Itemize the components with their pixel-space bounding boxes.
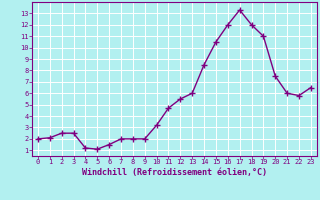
X-axis label: Windchill (Refroidissement éolien,°C): Windchill (Refroidissement éolien,°C) [82, 168, 267, 177]
